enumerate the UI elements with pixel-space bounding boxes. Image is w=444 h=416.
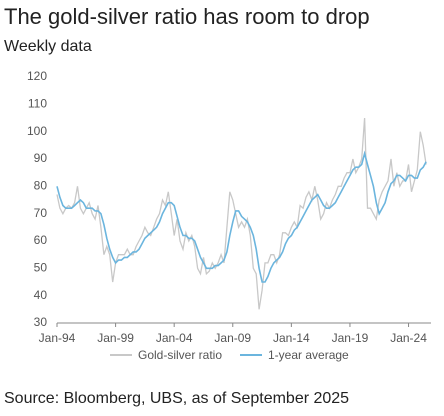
y-tick-label: 70	[34, 206, 48, 220]
x-tick-label: Jan-24	[390, 331, 427, 345]
y-tick-label: 50	[34, 261, 48, 275]
legend-label: 1-year average	[268, 348, 349, 362]
x-tick-label: Jan-04	[156, 331, 193, 345]
x-tick-label: Jan-99	[97, 331, 134, 345]
y-tick-label: 120	[27, 69, 47, 83]
y-tick-label: 100	[27, 124, 47, 138]
source-note: Source: Bloomberg, UBS, as of September …	[4, 390, 349, 407]
chart-title: The gold-silver ratio has room to drop	[4, 4, 370, 29]
x-tick-label: Jan-94	[39, 331, 76, 345]
series-line	[56, 117, 427, 310]
x-tick-label: Jan-09	[214, 331, 251, 345]
y-tick-label: 90	[34, 151, 48, 165]
y-tick-label: 40	[34, 288, 48, 302]
x-tick-label: Jan-19	[332, 331, 369, 345]
y-tick-label: 80	[34, 179, 48, 193]
legend-label: Gold-silver ratio	[138, 348, 222, 362]
series-line	[56, 150, 427, 283]
chart-subtitle: Weekly data	[4, 38, 92, 55]
x-tick-label: Jan-14	[273, 331, 310, 345]
y-tick-label: 110	[28, 97, 47, 111]
y-tick-label: 30	[34, 315, 48, 329]
y-tick-label: 60	[34, 233, 48, 247]
